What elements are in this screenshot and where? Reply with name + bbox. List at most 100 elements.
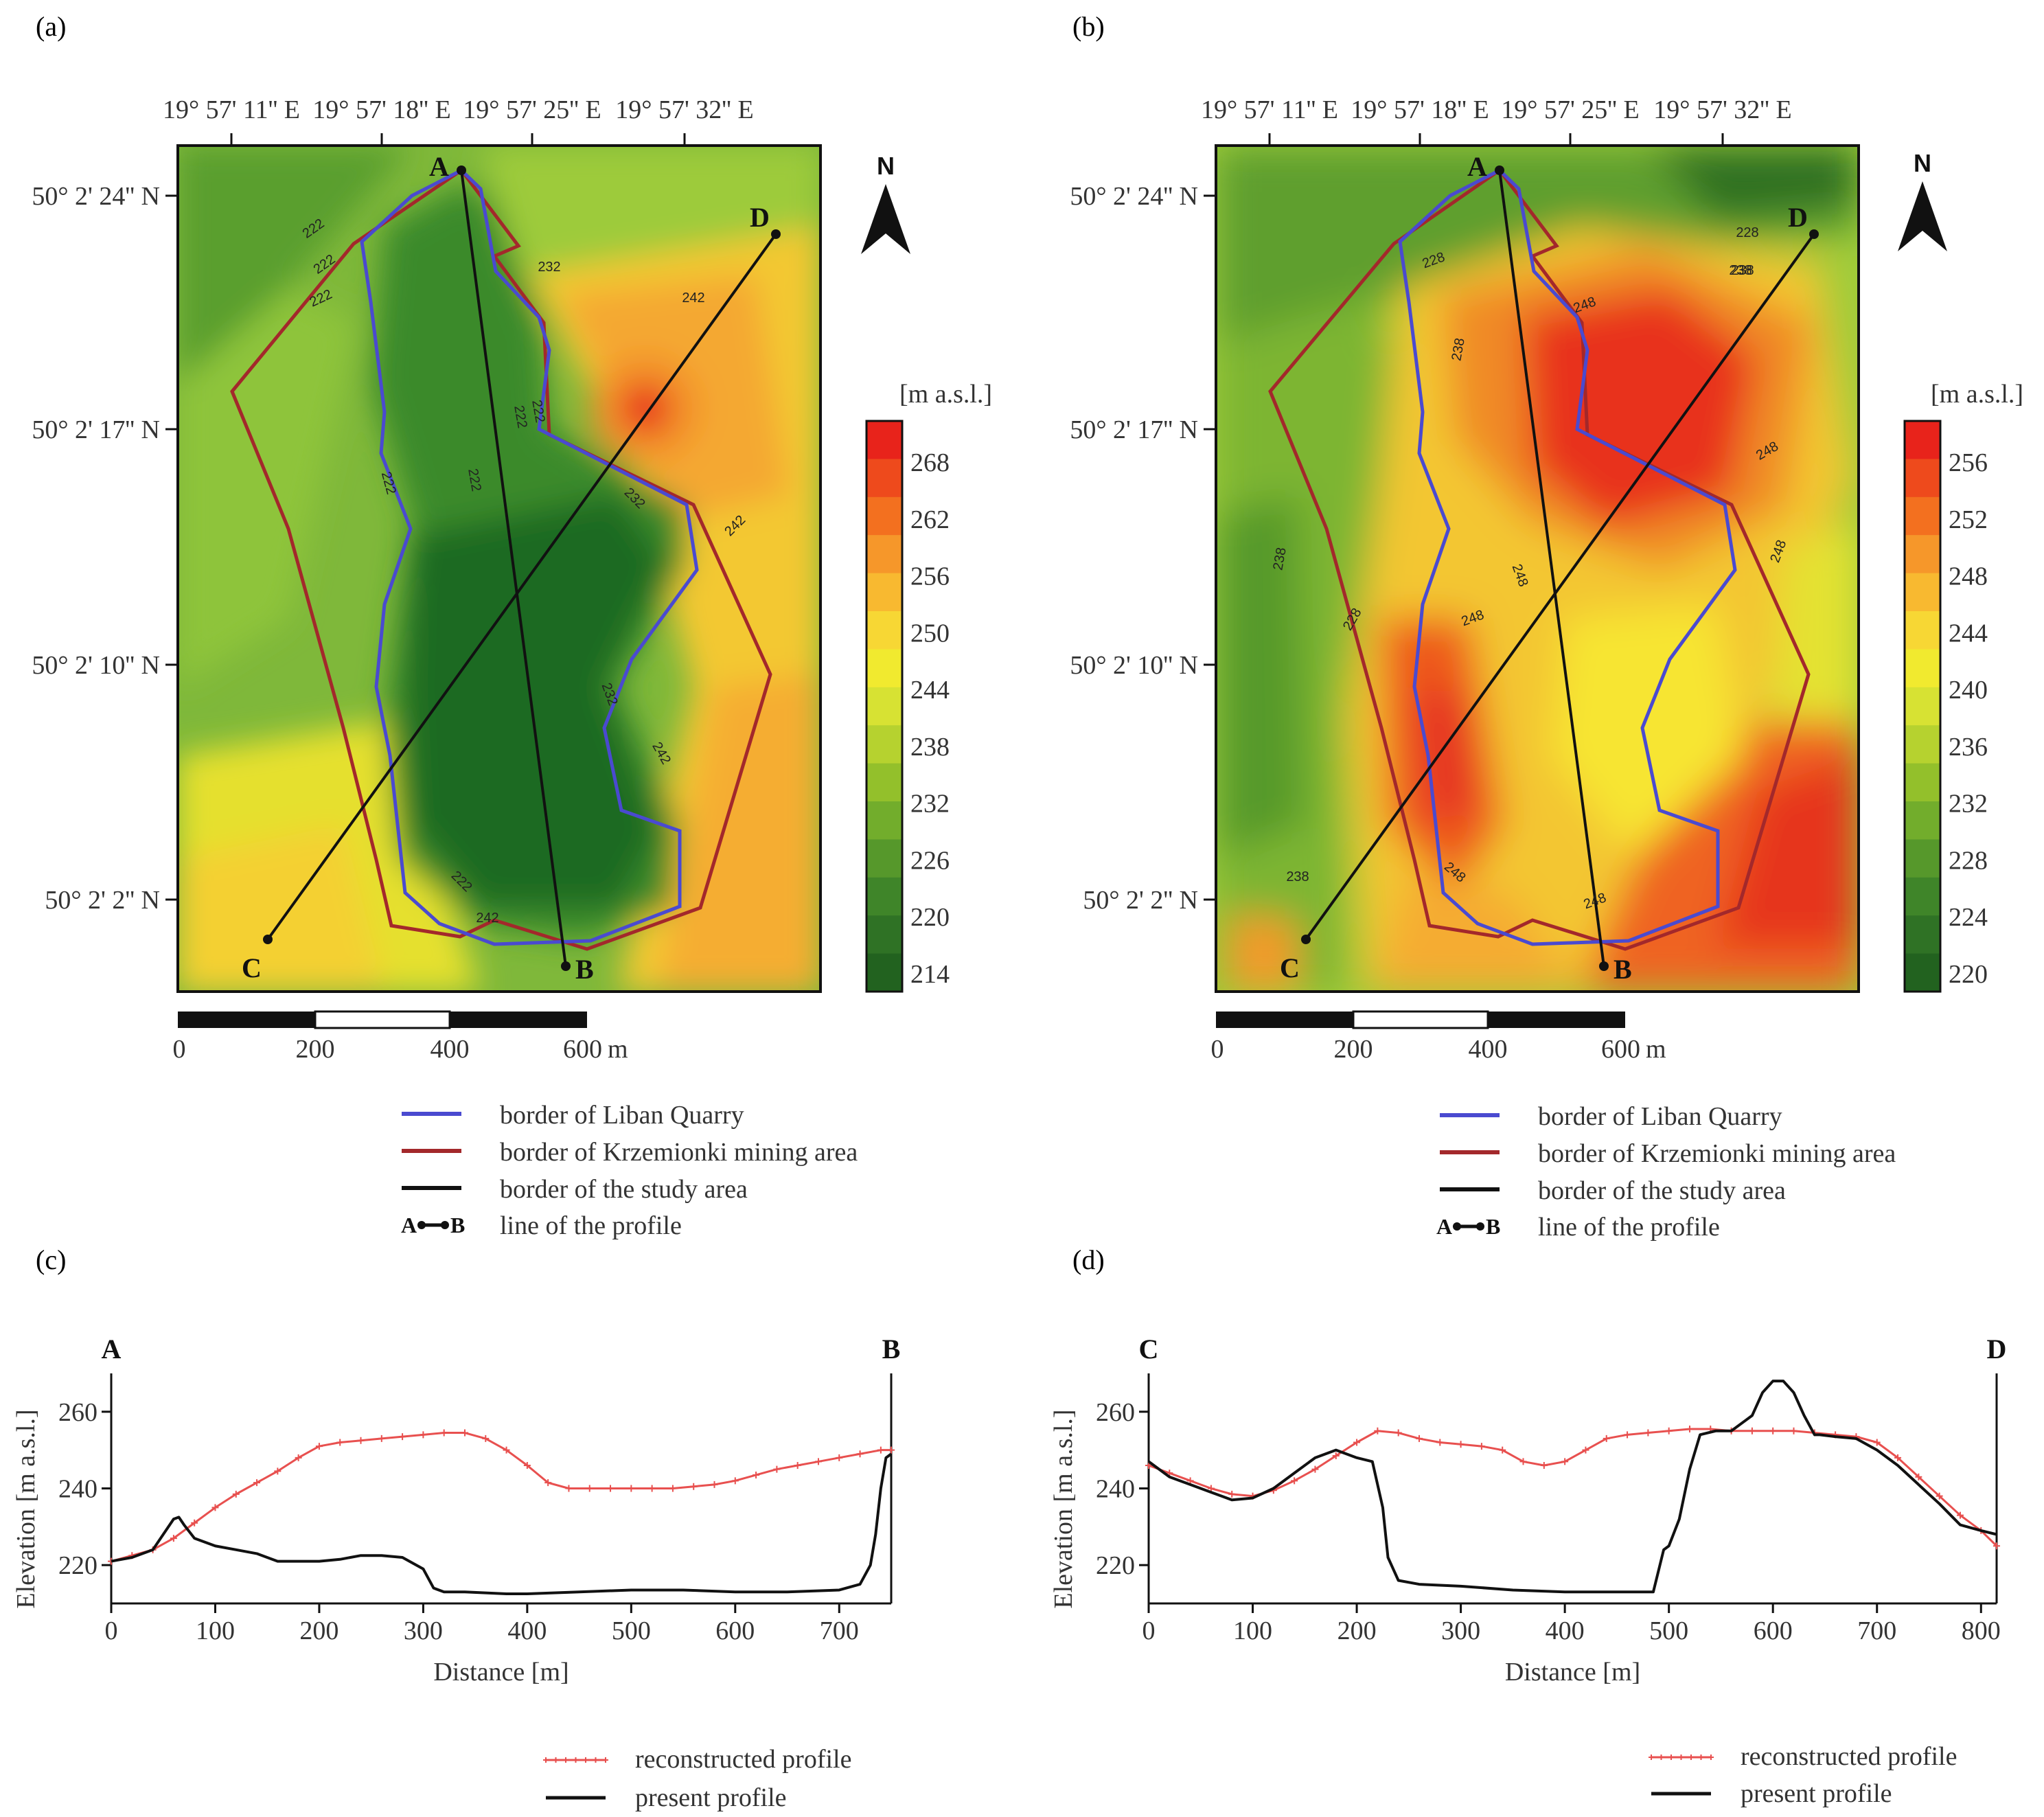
legend-profile-label-a: line of the profile <box>500 1211 682 1240</box>
legend-profile-symbol-a-a: A <box>401 1213 417 1237</box>
reconstructed-point-d-20 <box>1561 1458 1569 1465</box>
reconstructed-point-c-13 <box>378 1435 385 1442</box>
reconstructed-point-d-9 <box>1332 1452 1340 1460</box>
profile-end-label-c: B <box>882 1334 901 1364</box>
colorbar-swatch-a-4 <box>866 573 902 612</box>
reconstructed-point-c-8 <box>274 1467 282 1475</box>
lon-label-b-2: 19° 57' 25'' E <box>1501 95 1639 124</box>
panel-label-c: (c) <box>36 1244 66 1275</box>
north-arrow-b: N <box>1898 149 1947 251</box>
scale-bar-b: 0 200 400 600 m <box>1211 1010 1666 1064</box>
reconstructed-point-c-12 <box>357 1437 365 1444</box>
y-tick-label-d-1: 240 <box>1096 1475 1135 1504</box>
colorbar-tick-b-6: 232 <box>1949 790 1988 819</box>
reconstructed-point-c-25 <box>628 1485 635 1492</box>
map-b-frame <box>1215 144 1860 993</box>
colorbar-frame-a <box>865 420 904 993</box>
legend-present-label-c: present profile <box>635 1783 787 1812</box>
x-tick-label-c-6: 600 <box>715 1616 755 1645</box>
contour-label-b-2: 228 <box>1736 225 1758 240</box>
liban-border-a <box>360 168 699 946</box>
x-tick-label-c-1: 100 <box>196 1616 235 1645</box>
reconstructed-point-d-21 <box>1582 1446 1589 1454</box>
reconstructed-point-d-18 <box>1519 1458 1527 1465</box>
reconstructed-point-d-35 <box>1873 1439 1881 1446</box>
lat-label-b-3: 50° 2' 2'' N <box>1083 886 1198 915</box>
colorbar-tick-b-4: 240 <box>1949 676 1988 705</box>
reconstructed-point-c-22 <box>565 1485 573 1492</box>
latitude-labels-a: 50° 2' 24'' N 50° 2' 17'' N 50° 2' 10'' N 5… <box>32 182 178 915</box>
colorbar-swatch-a-2 <box>866 496 902 536</box>
reconstructed-point-c-23 <box>586 1485 593 1492</box>
reconstructed-point-c-36 <box>856 1450 864 1458</box>
colorbar-swatch-a-10 <box>866 801 902 841</box>
point-c-marker-a <box>263 935 273 944</box>
legend-recon-mark-1-4 <box>1688 1755 1694 1760</box>
colorbar-swatch-a-5 <box>866 611 902 650</box>
lon-label-a-2: 19° 57' 25'' E <box>463 95 601 124</box>
reconstructed-point-d-36 <box>1894 1454 1902 1461</box>
reconstructed-point-d-25 <box>1665 1427 1673 1435</box>
reconstructed-point-c-32 <box>773 1465 781 1473</box>
lon-label-a-0: 19° 57' 11'' E <box>163 95 300 124</box>
lat-label-a-2: 50° 2' 10'' N <box>32 651 160 680</box>
profile-line-ab-b <box>1498 170 1605 967</box>
colorbar-swatch-b-14 <box>1905 953 1940 992</box>
lat-label-a-1: 50° 2' 17'' N <box>32 415 160 444</box>
x-axis-title-c: Distance [m] <box>433 1658 569 1687</box>
reconstructed-point-c-37 <box>877 1446 884 1454</box>
profile-legend-c: reconstructed profile present profile <box>543 1745 851 1812</box>
reconstructed-point-c-7 <box>253 1479 261 1487</box>
x-tick-label-d-4: 400 <box>1546 1616 1585 1645</box>
reconstructed-point-c-31 <box>753 1471 760 1478</box>
y-tick-label-d-2: 260 <box>1096 1398 1135 1427</box>
legend-recon-mark-1-0 <box>1649 1755 1654 1760</box>
legend-liban-label-b: border of Liban Quarry <box>1538 1102 1782 1131</box>
colorbar-swatch-a-13 <box>866 915 902 955</box>
scale-unit-b: m <box>1646 1035 1666 1064</box>
reconstructed-point-c-9 <box>295 1454 302 1461</box>
x-tick-label-c-7: 700 <box>820 1616 859 1645</box>
krzemionki-border-a <box>230 168 772 951</box>
colorbar-swatch-b-5 <box>1905 611 1940 650</box>
lat-label-a-0: 50° 2' 24'' N <box>32 182 160 211</box>
colorbar-swatch-a-9 <box>866 763 902 802</box>
lat-label-a-3: 50° 2' 2'' N <box>45 886 160 915</box>
lon-label-b-3: 19° 57' 32'' E <box>1653 95 1791 124</box>
profile-line-cd-a <box>266 233 777 941</box>
colorbar-tick-a-2: 256 <box>910 562 950 591</box>
x-tick-label-c-2: 200 <box>299 1616 338 1645</box>
colorbar-swatch-b-12 <box>1905 877 1940 917</box>
reconstructed-point-c-21 <box>544 1479 552 1487</box>
reconstructed-point-d-38 <box>1936 1492 1943 1500</box>
reconstructed-point-d-26 <box>1686 1425 1693 1432</box>
colorbar-tick-a-3: 250 <box>910 619 950 648</box>
legend-recon-mark-1-5 <box>1698 1755 1704 1760</box>
x-tick-label-c-4: 400 <box>507 1616 547 1645</box>
colorbar-swatch-b-0 <box>1905 421 1940 460</box>
point-a-label-a: A <box>429 151 449 182</box>
y-tick-label-c-0: 220 <box>58 1551 97 1580</box>
reconstructed-point-c-24 <box>607 1485 615 1492</box>
longitude-labels-b: 19° 57' 11'' E 19° 57' 18'' E 19° 57' 25''… <box>1201 95 1792 146</box>
colorbar-tick-b-9: 220 <box>1949 960 1988 989</box>
profile-chart-d: 0 100 200 300 400 500 600 700 800 220 240 260 Distan… <box>1049 1334 2006 1687</box>
north-label-a: N <box>877 152 895 180</box>
reconstructed-point-d-37 <box>1915 1473 1922 1481</box>
liban-border-b <box>1398 168 1737 946</box>
lat-label-b-1: 50° 2' 17'' N <box>1070 415 1198 444</box>
reconstructed-point-c-34 <box>814 1458 822 1465</box>
colorbar-swatch-b-1 <box>1905 459 1940 498</box>
colorbar-swatch-a-12 <box>866 877 902 917</box>
reconstructed-point-c-19 <box>503 1446 510 1454</box>
lat-label-b-2: 50° 2' 10'' N <box>1070 651 1198 680</box>
colorbar-tick-a-6: 232 <box>910 790 950 819</box>
colorbar-swatch-a-14 <box>866 953 902 992</box>
legend-recon-mark-1-1 <box>1658 1755 1664 1760</box>
lon-label-a-3: 19° 57' 32'' E <box>615 95 753 124</box>
contour-label-a-4: 242 <box>682 290 704 306</box>
legend-recon-mark-1-6 <box>1708 1755 1714 1760</box>
colorbar-tick-b-1: 252 <box>1949 505 1988 534</box>
